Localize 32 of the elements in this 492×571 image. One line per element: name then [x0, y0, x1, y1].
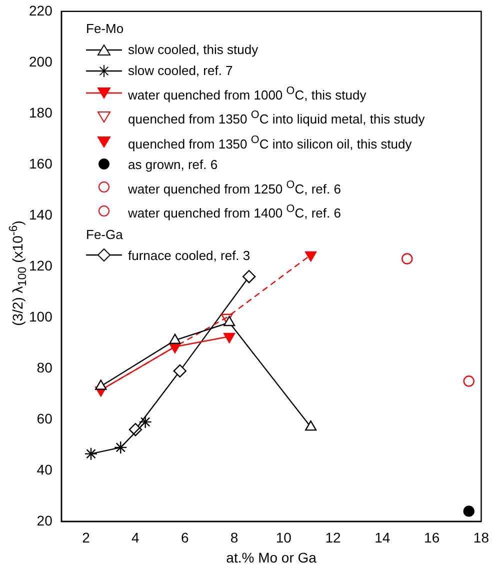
y-tick-label: 140	[29, 206, 53, 222]
y-tick-label: 200	[29, 53, 53, 70]
x-tick-label: 12	[325, 530, 342, 546]
y-tick-label: 40	[36, 461, 53, 478]
x-tick-label: 4	[132, 530, 140, 546]
x-tick-label: 6	[180, 530, 189, 546]
y-tick-label: 100	[29, 308, 53, 324]
legend-label: quenched from 1350 $^{O}$C into liquid metal, this study	[128, 108, 425, 129]
annotation: Fe-Ga	[86, 226, 124, 244]
x-tick-label: 8	[230, 530, 238, 546]
y-tick-label: 60	[36, 410, 53, 426]
legend-label: water quenched from 1400 $^{O}$C, ref. 6	[128, 202, 341, 223]
legend-label: quenched from 1350 $^{O}$C into silicon oil, this study	[128, 132, 412, 154]
legend-label: water quenched from 1000 $^{O}$C, this study	[128, 84, 366, 104]
x-tick-label: 2	[82, 530, 90, 546]
legend-label: as grown, ref. 6	[128, 156, 218, 174]
y-tick-label: 120	[29, 257, 53, 274]
x-tick-label: 14	[374, 530, 390, 546]
y-tick-label: 20	[36, 512, 53, 528]
x-tick-label: 10	[276, 530, 292, 546]
x-tick-label: 18	[473, 530, 490, 546]
y-tick-label: 80	[36, 359, 53, 376]
legend-label: furnace cooled, ref. 3	[128, 246, 250, 265]
legend-title: Fe-Mo	[86, 20, 125, 38]
legend-label: water quenched from 1250 $^{O}$C, ref. 6	[128, 178, 341, 198]
y-tick-label: 180	[29, 104, 53, 120]
y-tick-label: 220	[29, 2, 53, 18]
legend-label: slow cooled, this study	[128, 41, 258, 59]
legend-label: slow cooled, ref. 7	[128, 62, 233, 80]
x-tick-label: 16	[424, 530, 440, 546]
x-axis-title: at.% Mo or Ga	[226, 549, 317, 566]
y-tick-label: 160	[29, 155, 53, 172]
